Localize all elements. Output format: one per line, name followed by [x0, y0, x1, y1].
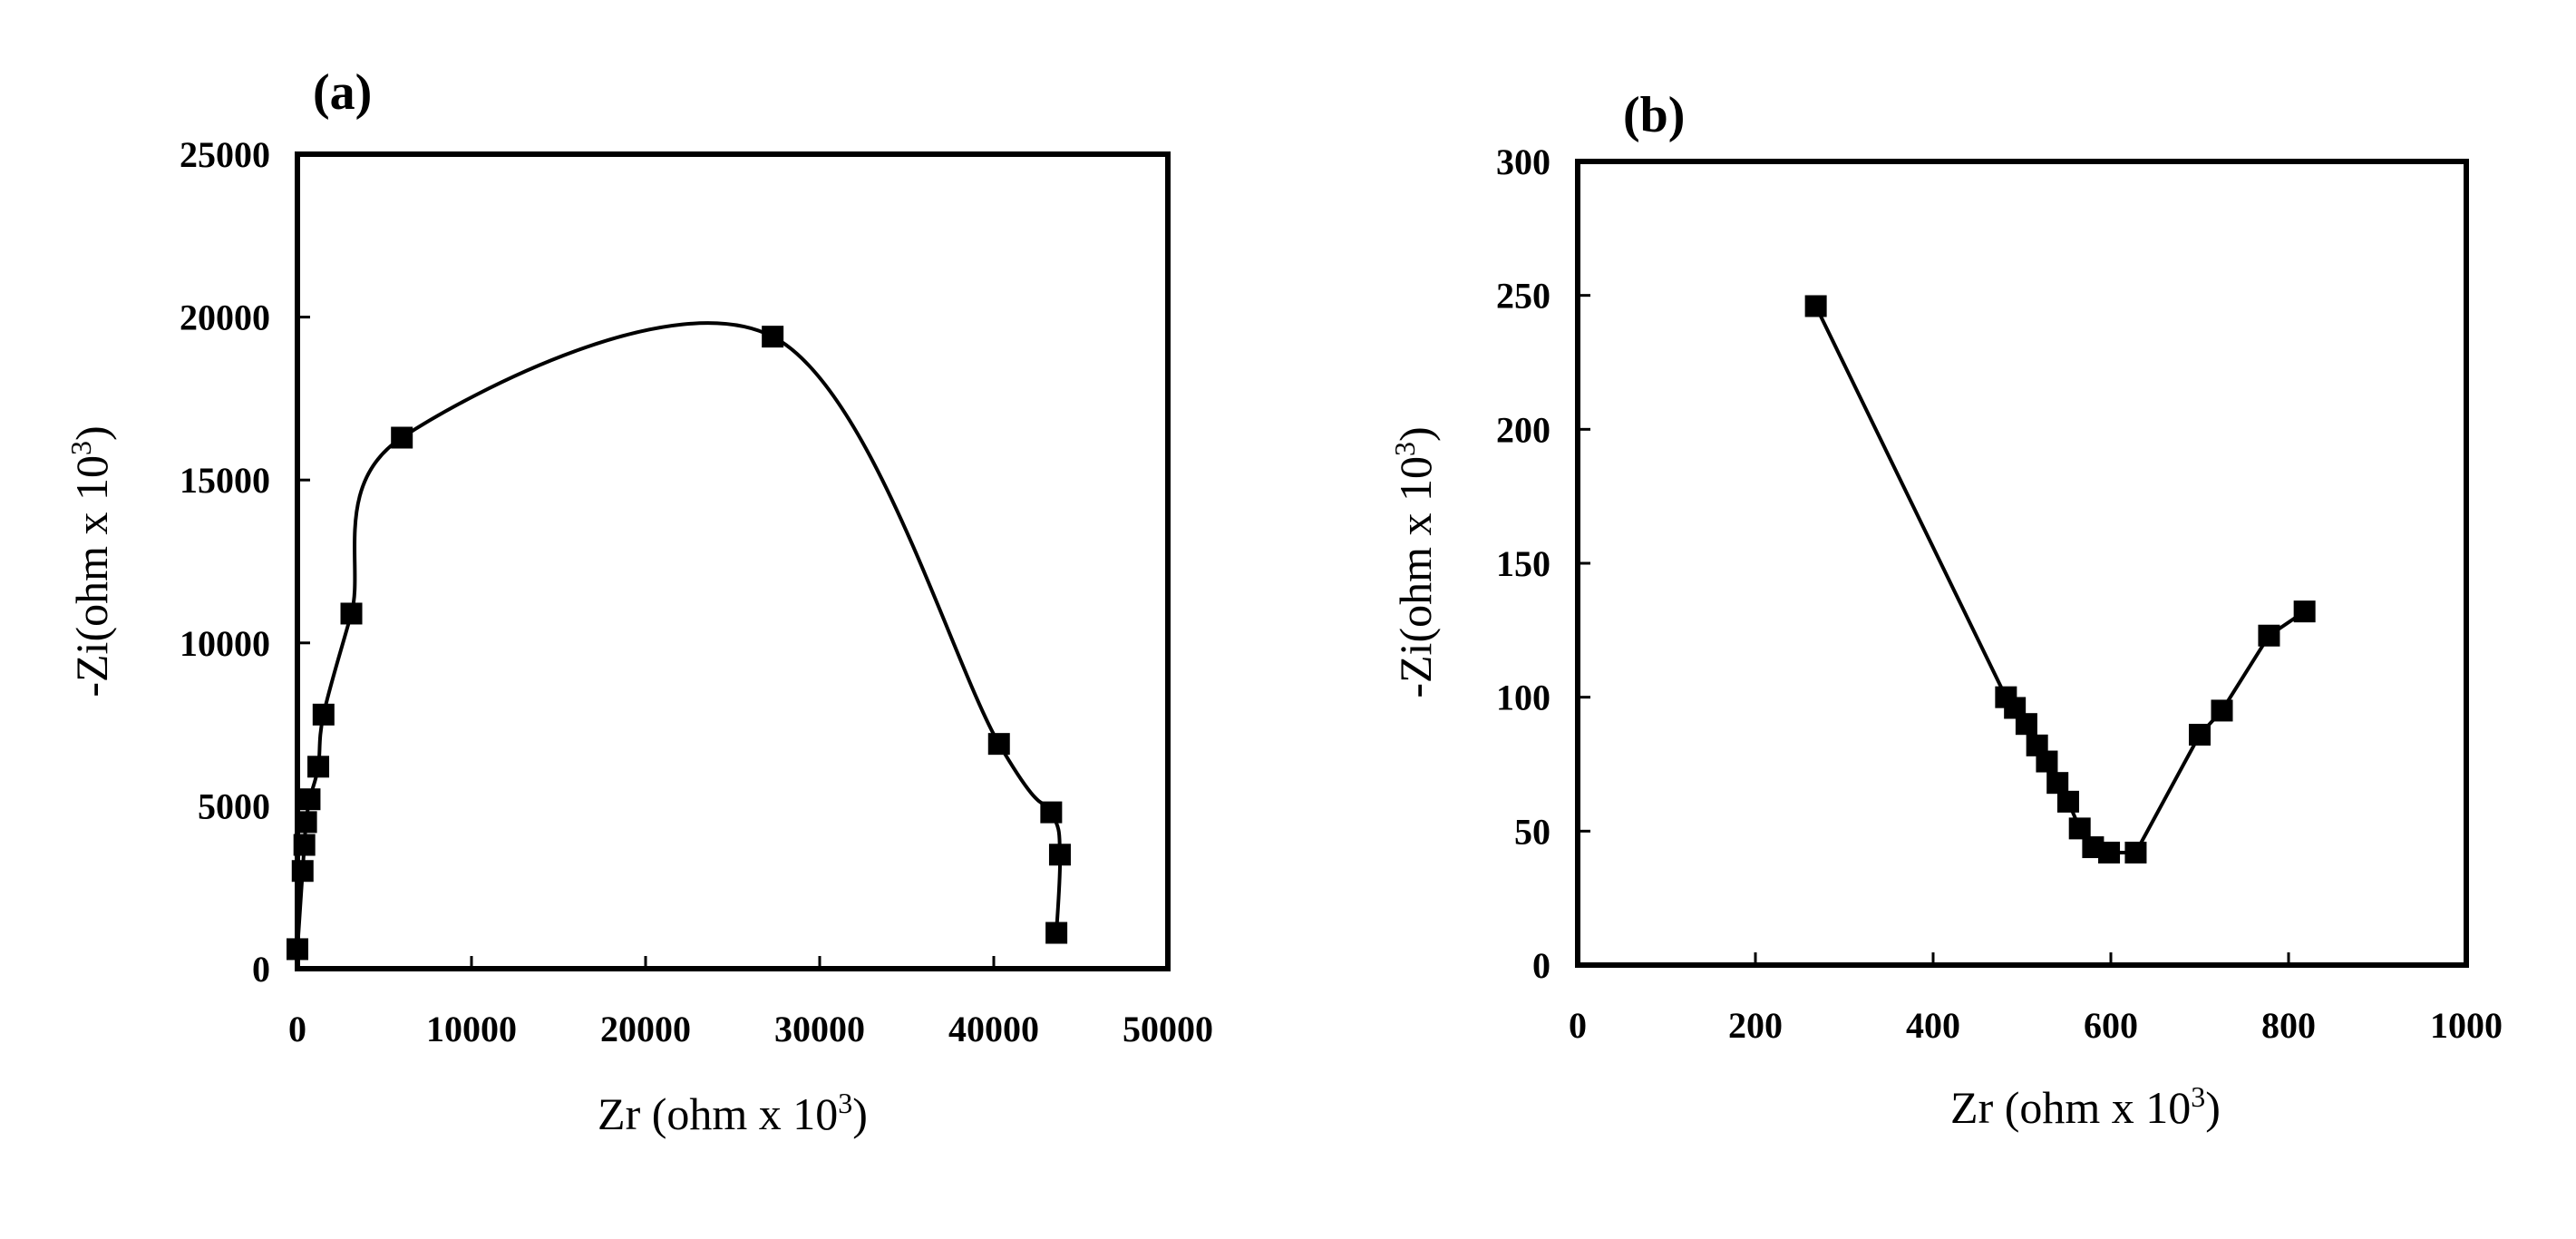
- data-point-a: [291, 860, 314, 883]
- y-tick-label-b: 50: [1514, 811, 1550, 852]
- data-point-b: [2046, 772, 2069, 795]
- data-point-b: [2015, 713, 2037, 736]
- data-point-a: [298, 788, 321, 811]
- panel-label-a: (a): [313, 64, 372, 121]
- x-axis-title-b: Zr (ohm x 103): [1950, 1080, 2221, 1133]
- data-point-b: [2189, 724, 2211, 746]
- x-tick-label-b: 1000: [2430, 1005, 2503, 1046]
- series-line-b: [1813, 305, 2306, 854]
- data-point-a: [307, 756, 330, 778]
- series-line-a: [296, 321, 1063, 950]
- data-point-a: [295, 811, 317, 834]
- y-tick-label-a: 10000: [180, 623, 270, 664]
- y-tick-label-a: 0: [252, 949, 270, 990]
- y-tick-label-a: 5000: [198, 785, 270, 826]
- y-tick-label-b: 200: [1496, 409, 1550, 450]
- x-tick-label-a: 50000: [1123, 1009, 1213, 1049]
- data-point-a: [1045, 922, 1068, 944]
- y-axis-b: 0 50 100 150 200 250 300: [1496, 141, 1590, 986]
- x-axis-title-a-end: ): [852, 1088, 868, 1139]
- y-tick-label-b: 150: [1496, 543, 1550, 584]
- data-point-b: [2068, 817, 2091, 840]
- x-axis-title-b-text: Zr (ohm x 10: [1950, 1082, 2191, 1133]
- y-tick-label-a: 25000: [180, 134, 270, 175]
- data-point-a: [287, 938, 308, 961]
- x-tick-label-b: 400: [1906, 1005, 1960, 1046]
- data-point-a: [391, 426, 413, 449]
- x-axis-title-a: Zr (ohm x 103): [598, 1087, 868, 1139]
- data-point-b: [2124, 841, 2147, 863]
- x-axis-b: 0 200 400 600 800 1000: [1569, 952, 2503, 1046]
- x-tick-label-b: 600: [2084, 1005, 2138, 1046]
- x-tick-label-a: 0: [288, 1009, 306, 1049]
- data-point-b: [2258, 624, 2280, 647]
- data-point-a: [1040, 801, 1063, 824]
- data-point-a: [312, 703, 335, 726]
- chart-a: (a) 0 5000 10000 15000 20000 25000 0 10000 2000…: [64, 64, 1213, 1139]
- y-tick-label-b: 0: [1532, 945, 1550, 986]
- y-axis-title-a-text: -Zi(ohm x 10: [66, 455, 117, 698]
- data-point-a: [293, 834, 316, 856]
- y-tick-label-a: 15000: [180, 460, 270, 501]
- x-tick-label-a: 10000: [426, 1009, 517, 1049]
- markers-b: [1804, 295, 2316, 863]
- markers-a: [287, 326, 1071, 961]
- data-point-b: [2211, 699, 2233, 722]
- data-point-b: [2036, 750, 2058, 773]
- x-axis-title-b-sup: 3: [2191, 1080, 2205, 1113]
- data-point-b: [2056, 790, 2079, 813]
- x-tick-label-a: 40000: [948, 1009, 1039, 1049]
- x-tick-label-a: 20000: [600, 1009, 691, 1049]
- data-point-a: [987, 733, 1010, 756]
- y-axis-title-b: -Zi(ohm x 103): [1388, 426, 1441, 698]
- data-point-a: [762, 326, 784, 348]
- y-tick-label-a: 20000: [180, 298, 270, 338]
- x-axis-title-a-text: Zr (ohm x 10: [598, 1088, 838, 1139]
- data-point-a: [340, 602, 363, 625]
- data-point-b: [2293, 600, 2316, 623]
- y-axis-title-a-end: ): [66, 425, 117, 441]
- y-tick-label-b: 250: [1496, 276, 1550, 317]
- data-point-b: [1804, 295, 1827, 317]
- data-point-b: [2098, 841, 2121, 863]
- x-axis-a: 0 10000 20000 30000 40000 50000: [288, 956, 1213, 1049]
- y-axis-title-b-sup: 3: [1388, 442, 1421, 456]
- x-tick-label-b: 200: [1728, 1005, 1783, 1046]
- y-axis-title-a-sup: 3: [64, 441, 97, 455]
- x-tick-label-b: 800: [2261, 1005, 2316, 1046]
- panel-label-b: (b): [1623, 87, 1685, 143]
- y-axis-title-b-end: ): [1390, 426, 1441, 442]
- plot-frame-b: [1575, 159, 2469, 968]
- x-axis-title-b-end: ): [2205, 1082, 2221, 1133]
- chart-b: (b) 0 50 100 150 200 250 300 0 200 400 600 800 1000…: [1388, 87, 2503, 1133]
- y-tick-label-b: 300: [1496, 141, 1550, 182]
- x-axis-title-a-sup: 3: [838, 1087, 852, 1119]
- plot-frame-a: [295, 151, 1171, 971]
- y-tick-label-b: 100: [1496, 678, 1550, 718]
- y-axis-title-a: -Zi(ohm x 103): [64, 425, 117, 697]
- x-tick-label-a: 30000: [774, 1009, 865, 1049]
- y-axis-title-b-text: -Zi(ohm x 10: [1390, 456, 1441, 698]
- y-axis-a: 0 5000 10000 15000 20000 25000: [180, 134, 310, 990]
- x-tick-label-b: 0: [1569, 1005, 1587, 1046]
- data-point-a: [1048, 844, 1071, 866]
